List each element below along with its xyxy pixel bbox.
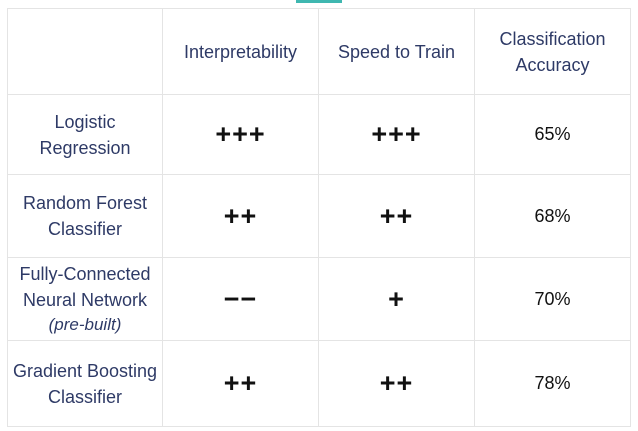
accuracy-value: 65% <box>474 94 631 175</box>
table-row: Fully-Connected Neural Network (pre-buil… <box>7 257 631 341</box>
model-comparison-table: Interpretability Speed to Train Classifi… <box>7 8 631 427</box>
corner-cell <box>7 8 163 95</box>
model-note: (pre-built) <box>48 315 122 334</box>
accuracy-value: 70% <box>474 257 631 341</box>
model-cell: Random Forest Classifier <box>7 174 163 258</box>
speed-rating: + <box>318 257 475 341</box>
speed-rating: ++ <box>318 340 475 427</box>
model-cell: Gradient Boosting Classifier <box>7 340 163 427</box>
interpretability-rating: ++ <box>162 340 319 427</box>
model-name: Logistic Regression <box>39 111 131 158</box>
accent-tab-indicator <box>296 0 342 3</box>
table-row: Gradient Boosting Classifier ++ ++ 78% <box>7 340 631 427</box>
interpretability-rating: ++ <box>162 174 319 258</box>
model-cell: Logistic Regression <box>7 94 163 175</box>
interpretability-rating: −− <box>162 257 319 341</box>
table-row: Random Forest Classifier ++ ++ 68% <box>7 174 631 258</box>
model-name: Random Forest Classifier <box>22 193 148 239</box>
model-name: Gradient Boosting Classifier <box>12 360 158 407</box>
speed-rating: ++ <box>318 174 475 258</box>
column-header-classification-accuracy: Classification Accuracy <box>474 8 631 95</box>
speed-rating: +++ <box>318 94 475 175</box>
model-name: Fully-Connected Neural Network <box>19 264 151 310</box>
column-header-speed-to-train: Speed to Train <box>318 8 475 95</box>
column-header-interpretability: Interpretability <box>162 8 319 95</box>
model-cell: Fully-Connected Neural Network (pre-buil… <box>7 257 163 341</box>
interpretability-rating: +++ <box>162 94 319 175</box>
accuracy-value: 78% <box>474 340 631 427</box>
accuracy-value: 68% <box>474 174 631 258</box>
header-row: Interpretability Speed to Train Classifi… <box>7 8 631 95</box>
table-row: Logistic Regression +++ +++ 65% <box>7 94 631 175</box>
